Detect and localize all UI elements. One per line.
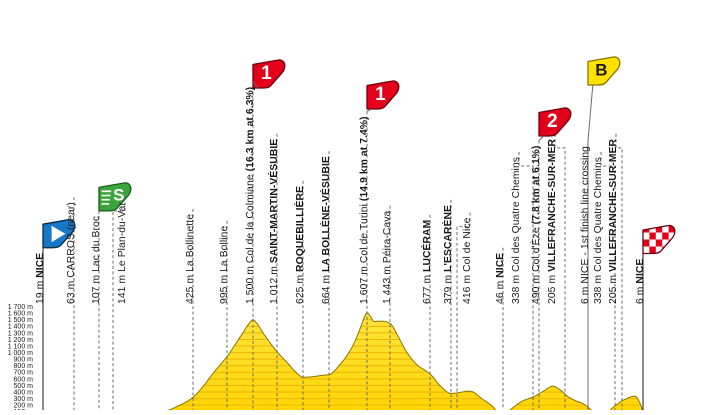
- svg-text:1 607 m Col de Turini (14.9 km: 1 607 m Col de Turini (14.9 km at 7.4%): [359, 116, 370, 304]
- svg-text:664 m LA BOLLÈNE-VÉSUBIE: 664 m LA BOLLÈNE-VÉSUBIE: [319, 156, 332, 304]
- svg-text:6 m NICE - 1st finish line cro: 6 m NICE - 1st finish line crossing: [580, 146, 591, 304]
- svg-text:141 m Le Plan-du-Var: 141 m Le Plan-du-Var: [117, 202, 128, 304]
- svg-text:416 m Col de Nice: 416 m Col de Nice: [462, 217, 473, 304]
- svg-text:B: B: [595, 60, 607, 79]
- svg-text:1 012 m SAINT-MARTIN-VÉSUBIE: 1 012 m SAINT-MARTIN-VÉSUBIE: [267, 139, 280, 304]
- svg-text:205 m VILLEFRANCHE-SUR-MER: 205 m VILLEFRANCHE-SUR-MER: [547, 138, 558, 304]
- svg-text:338 m Col des Quatre Chemins: 338 m Col des Quatre Chemins: [511, 157, 522, 304]
- svg-text:1: 1: [261, 63, 272, 84]
- svg-text:46 m NICE: 46 m NICE: [495, 253, 506, 304]
- svg-text:2: 2: [547, 111, 558, 132]
- svg-text:6 m NICE: 6 m NICE: [635, 259, 646, 304]
- svg-text:19 m NICE: 19 m NICE: [35, 253, 46, 304]
- svg-text:995 m La Bolline: 995 m La Bolline: [219, 226, 230, 304]
- svg-text:379 m L'ESCARÈNE: 379 m L'ESCARÈNE: [441, 205, 454, 304]
- svg-text:490 m Col d'Èze (7.8 km at 6.1: 490 m Col d'Èze (7.8 km at 6.1%): [529, 145, 542, 304]
- svg-text:63 m CARROS (near): 63 m CARROS (near): [66, 202, 77, 304]
- svg-text:677 m LUCÉRAM: 677 m LUCÉRAM: [420, 220, 433, 304]
- svg-text:107 m Lac du Broc: 107 m Lac du Broc: [91, 216, 102, 304]
- svg-text:625 m ROQUEBILLIÈRE: 625 m ROQUEBILLIÈRE: [293, 186, 306, 304]
- svg-text:S: S: [113, 185, 124, 204]
- svg-text:338 m Col des Quatre Chemins: 338 m Col des Quatre Chemins: [593, 157, 604, 304]
- svg-text:1: 1: [375, 84, 386, 105]
- svg-text:425 m La Bollinette: 425 m La Bollinette: [185, 214, 196, 304]
- svg-text:1 500 m Col de la Colmiane (16: 1 500 m Col de la Colmiane (16.3 km at 6…: [245, 87, 256, 304]
- svg-text:1 443 m Péira-Cava: 1 443 m Péira-Cava: [382, 210, 393, 304]
- svg-text:205 m VILLEFRANCHE-SUR-MER: 205 m VILLEFRANCHE-SUR-MER: [608, 138, 619, 304]
